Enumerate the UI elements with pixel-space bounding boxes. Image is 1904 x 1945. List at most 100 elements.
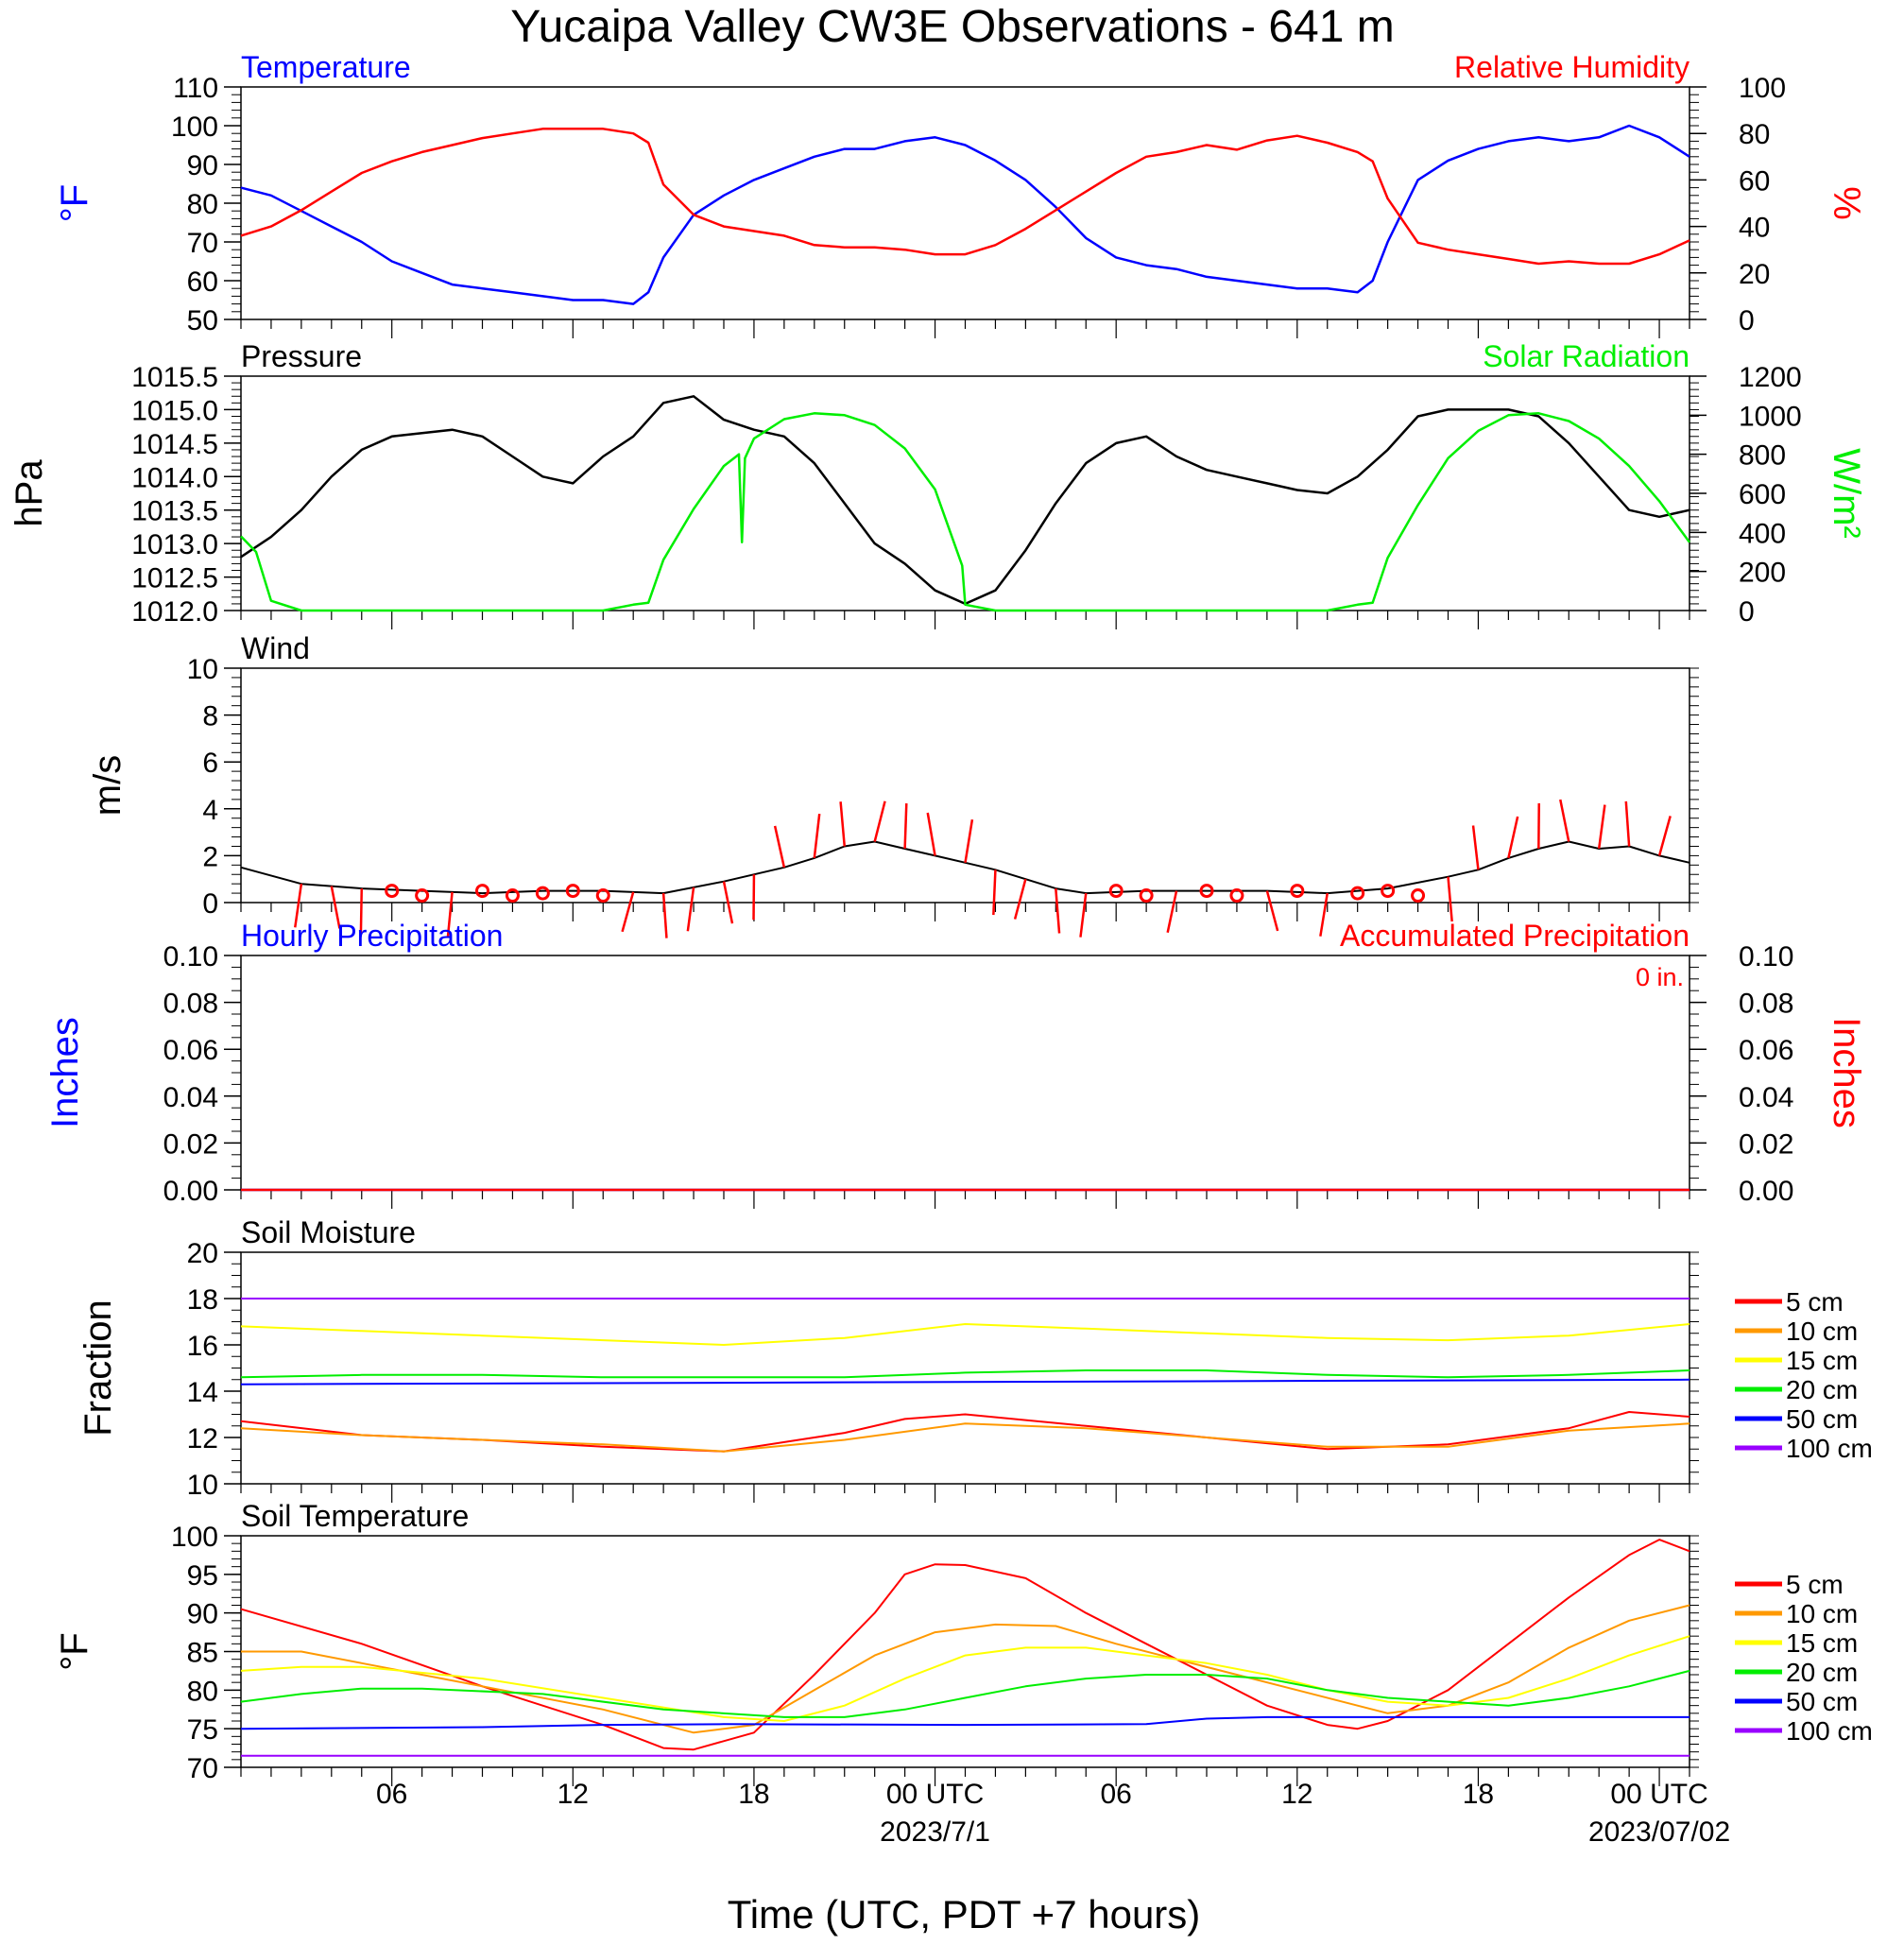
wind-barb-staff xyxy=(1657,816,1672,856)
calm-wind-marker xyxy=(505,888,520,904)
wind-barb-staff xyxy=(722,881,734,924)
wind-barb-staff xyxy=(1319,892,1329,937)
y-tick-label: 85 xyxy=(187,1638,218,1669)
y-tick-label: 12 xyxy=(187,1423,218,1454)
calm-wind-marker xyxy=(1108,884,1124,899)
calm-wind-marker xyxy=(385,884,400,899)
wind-barb-staff xyxy=(330,886,341,929)
series-10-cm-line xyxy=(241,1604,1690,1734)
y-tick-label: 0.08 xyxy=(163,989,218,1020)
legend-label: 15 cm xyxy=(1786,1346,1858,1375)
calm-wind-marker xyxy=(595,888,610,904)
wind-barb-staff xyxy=(1265,890,1279,932)
y2-tick-label: 0.00 xyxy=(1739,1176,1793,1207)
y2-axis-unit: % xyxy=(1826,186,1867,220)
wind-barb-staff xyxy=(446,891,454,938)
y-tick-label: 0.02 xyxy=(163,1128,218,1160)
x-axis-label: Time (UTC, PDT +7 hours) xyxy=(728,1892,1201,1936)
y-tick-label: 100 xyxy=(171,112,218,143)
legend-label: 15 cm xyxy=(1786,1628,1858,1658)
date-label: 2023/7/1 xyxy=(880,1816,990,1848)
wind-barb-staff xyxy=(1597,804,1606,850)
y-tick-label: 10 xyxy=(187,654,218,685)
panel-precip: 0.00 0.02 0.04 0.06 0.08 0.10 0.00 0.02 0.04 0.06… xyxy=(44,919,1867,1209)
calm-wind-marker xyxy=(1290,884,1305,899)
calm-wind-marker xyxy=(1229,888,1244,904)
y-tick-label: 1015.5 xyxy=(131,362,218,393)
y-tick-label: 0.00 xyxy=(163,1176,218,1207)
calm-wind-marker xyxy=(565,884,580,899)
series-15-cm-line xyxy=(240,1323,1690,1346)
legend-label: 100 cm xyxy=(1786,1434,1873,1463)
wind-barb-staff xyxy=(964,818,974,864)
y-tick-label: 1014.0 xyxy=(131,462,218,493)
y-tick-label: 70 xyxy=(187,1753,218,1784)
y-tick-label: 75 xyxy=(187,1714,218,1746)
wind-barb-staff xyxy=(1471,825,1480,870)
y-tick-label: 6 xyxy=(202,748,218,779)
y2-tick-label: 100 xyxy=(1739,73,1786,104)
y2-tick-label: 0 xyxy=(1739,596,1755,628)
panel-title-left: Wind xyxy=(241,631,310,665)
y2-tick-label: 0.06 xyxy=(1739,1035,1793,1066)
x-tick-label: 18 xyxy=(738,1779,769,1810)
y-tick-label: 1013.0 xyxy=(131,529,218,560)
panel-title-right: Solar Radiation xyxy=(1483,339,1690,373)
x-tick-label: 12 xyxy=(557,1779,589,1810)
legend-label: 50 cm xyxy=(1786,1687,1858,1716)
legend-label: 5 cm xyxy=(1786,1287,1844,1317)
calm-wind-marker xyxy=(1199,884,1214,899)
legend-label: 10 cm xyxy=(1786,1317,1858,1346)
accumulated-precip-total: 0 in. xyxy=(1636,963,1684,991)
y-tick-label: 0.10 xyxy=(163,941,218,972)
y2-tick-label: 0.10 xyxy=(1739,941,1793,972)
y-axis-unit: Fraction xyxy=(77,1300,119,1437)
date-label: 2023/07/02 xyxy=(1588,1816,1730,1848)
y-tick-label: 90 xyxy=(187,150,218,181)
panel-wind: 0 2 4 6 8 10 Wind m/s xyxy=(87,631,1699,938)
y2-tick-label: 80 xyxy=(1739,119,1770,150)
legend-label: 10 cm xyxy=(1786,1599,1858,1628)
wind-barb-staff xyxy=(621,891,635,933)
y2-tick-label: 40 xyxy=(1739,213,1770,244)
y-tick-label: 70 xyxy=(187,228,218,259)
series-5-cm-line xyxy=(240,1539,1690,1751)
wind-barb-staff xyxy=(1013,878,1027,920)
legend-label: 100 cm xyxy=(1786,1716,1873,1746)
panel-temp-rh: 50 60 70 80 90 100 110 0 20 40 60 80 100 Temperature R… xyxy=(54,50,1867,338)
y2-tick-label: 200 xyxy=(1739,558,1786,589)
wind-barb-staff xyxy=(1079,892,1088,938)
legend-label: 20 cm xyxy=(1786,1658,1858,1687)
y-tick-label: 1012.5 xyxy=(131,563,218,594)
panel-title-right: Relative Humidity xyxy=(1454,50,1690,84)
panel-pressure-solar: 1012.01012.51013.01013.51014.01014.51015… xyxy=(9,339,1867,629)
series-50-cm-line xyxy=(240,1378,1690,1386)
y2-tick-label: 400 xyxy=(1739,518,1786,549)
calm-wind-marker xyxy=(1381,884,1396,899)
x-tick-label: 12 xyxy=(1281,1779,1312,1810)
x-tick-label: 00 UTC xyxy=(1610,1779,1707,1810)
y-tick-label: 80 xyxy=(187,189,218,220)
y-tick-label: 4 xyxy=(202,795,218,826)
y-tick-label: 8 xyxy=(202,701,218,732)
wind-barb-staff xyxy=(686,886,695,932)
calm-wind-marker xyxy=(1411,888,1426,904)
y-tick-label: 60 xyxy=(187,267,218,298)
y2-tick-label: 0 xyxy=(1739,305,1755,336)
y-tick-label: 0.06 xyxy=(163,1035,218,1066)
series-temperature-line xyxy=(240,124,1690,305)
calm-wind-marker xyxy=(1139,888,1154,904)
y-axis-unit: m/s xyxy=(87,755,129,816)
y2-tick-label: 20 xyxy=(1739,259,1770,290)
calm-wind-marker xyxy=(475,884,489,899)
plot-frame xyxy=(240,1535,1690,1768)
wind-barb-staff xyxy=(813,813,821,859)
series-20-cm-line xyxy=(240,1669,1690,1718)
panel-title-right: Accumulated Precipitation xyxy=(1340,919,1690,953)
series-5-cm-line xyxy=(240,1411,1690,1453)
y-axis-unit: °F xyxy=(54,1632,95,1670)
series-relative-humidity-line xyxy=(240,128,1690,266)
y-tick-label: 16 xyxy=(187,1331,218,1362)
wind-barb-staff xyxy=(359,888,363,935)
